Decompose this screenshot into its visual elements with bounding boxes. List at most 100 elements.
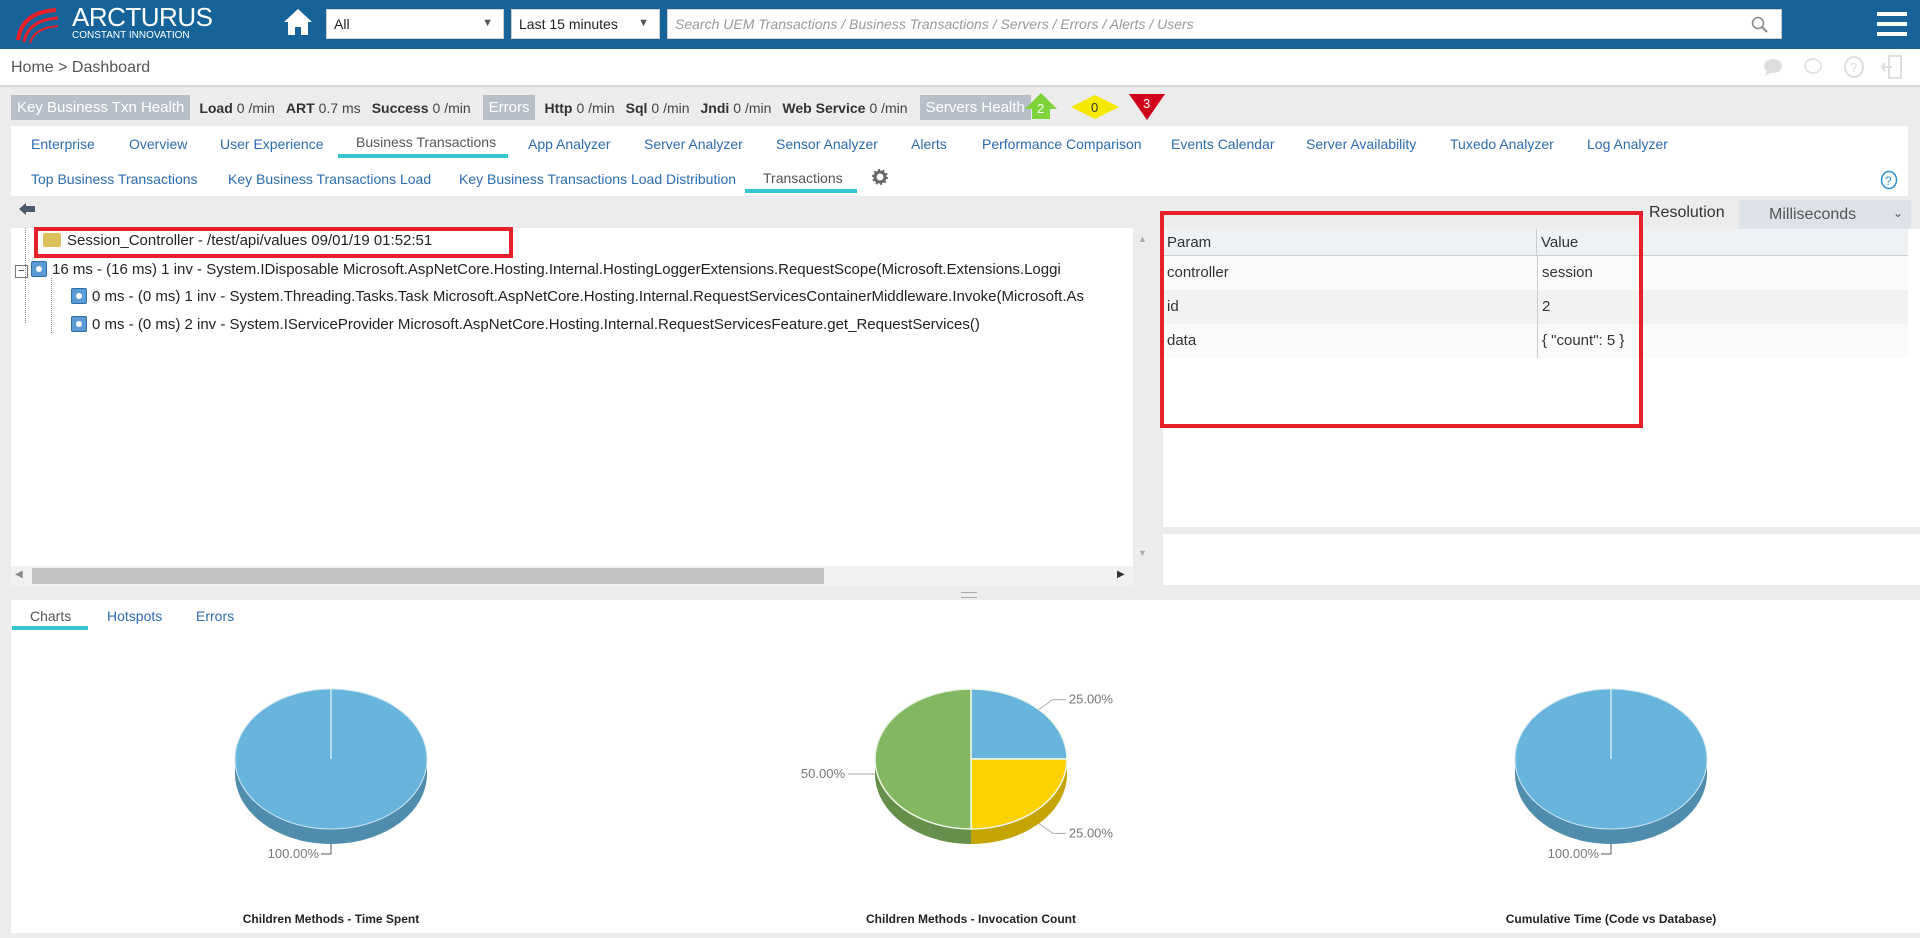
tree-node-label: 16 ms - (16 ms) 1 inv - System.IDisposab… — [52, 261, 1061, 278]
servers-up-count: 2 — [1037, 101, 1044, 116]
table-row[interactable]: controller session — [1163, 256, 1908, 290]
jndi-value: 0 /min — [733, 99, 772, 116]
horizontal-scrollbar[interactable]: ◀ ▶ — [11, 566, 1133, 586]
chart-title: Children Methods - Time Spent — [242, 912, 420, 926]
scope-select-value: All — [334, 16, 350, 32]
servers-up-badge[interactable]: 2 — [1024, 92, 1058, 120]
tab-alerts[interactable]: Alerts — [911, 136, 947, 152]
slice-label: 25.00% — [1069, 692, 1114, 707]
label-leader — [321, 844, 332, 855]
subtab-key-bt-load[interactable]: Key Business Transactions Load — [228, 171, 432, 187]
scope-select[interactable]: All ▼ — [326, 9, 504, 39]
help-icon[interactable]: ? — [1880, 170, 1898, 190]
subtab-key-bt-load-distribution[interactable]: Key Business Transactions Load Distribut… — [459, 171, 737, 187]
errors-label[interactable]: Errors — [482, 95, 536, 120]
tab-user-experience[interactable]: User Experience — [220, 136, 324, 152]
load-value: 0 /min — [236, 99, 275, 116]
jndi-label: Jndi — [700, 99, 730, 116]
art-value: 0.7 ms — [318, 99, 361, 116]
scroll-down-icon[interactable]: ▼ — [1138, 548, 1147, 558]
logo-tagline: CONSTANT INNOVATION — [72, 30, 190, 41]
tab-overview[interactable]: Overview — [129, 136, 188, 152]
transaction-tree: Session_Controller - /test/api/values 09… — [11, 228, 1133, 566]
param-value: 2 — [1537, 290, 1550, 324]
subtab-top-business-transactions[interactable]: Top Business Transactions — [31, 171, 198, 187]
scrollbar-thumb[interactable] — [32, 568, 824, 584]
tab-server-analyzer[interactable]: Server Analyzer — [644, 136, 743, 152]
search-input[interactable]: Search UEM Transactions / Business Trans… — [667, 9, 1782, 39]
table-row[interactable]: id 2 — [1163, 290, 1908, 324]
settings-gear-icon[interactable] — [872, 169, 888, 185]
time-range-select[interactable]: Last 15 minutes ▼ — [511, 9, 660, 39]
tab-log-analyzer[interactable]: Log Analyzer — [1587, 136, 1668, 152]
tab-errors[interactable]: Errors — [196, 608, 235, 624]
scroll-left-icon[interactable]: ◀ — [15, 569, 23, 580]
top-header: ARCTURUS CONSTANT INNOVATION All ▼ Last 1… — [0, 0, 1920, 49]
search-icon[interactable] — [1751, 16, 1769, 34]
tab-sensor-analyzer[interactable]: Sensor Analyzer — [776, 136, 878, 152]
hamburger-menu-icon[interactable] — [1877, 12, 1907, 36]
scroll-right-icon[interactable]: ▶ — [1117, 569, 1125, 580]
scroll-up-icon[interactable]: ▲ — [1138, 234, 1147, 244]
slice-label: 100.00% — [268, 846, 320, 861]
search-placeholder: Search UEM Transactions / Business Trans… — [675, 16, 1194, 32]
tab-enterprise[interactable]: Enterprise — [31, 136, 95, 152]
folder-icon — [43, 233, 61, 247]
time-select-value: Last 15 minutes — [519, 16, 618, 32]
servers-health-label[interactable]: Servers Health — [919, 95, 1031, 120]
resolution-value: Milliseconds — [1769, 206, 1857, 223]
logout-icon[interactable] — [1880, 54, 1904, 80]
chart-title: Cumulative Time (Code vs Database) — [1505, 912, 1717, 926]
tree-node[interactable]: 0 ms - (0 ms) 1 inv - System.Threading.T… — [71, 288, 1084, 305]
label-leader — [1601, 844, 1612, 855]
sql-value: 0 /min — [651, 99, 690, 116]
method-icon — [31, 261, 47, 277]
slice-label: 50.00% — [801, 766, 846, 781]
splitter-handle-icon[interactable] — [961, 592, 977, 598]
pie-slice[interactable] — [970, 758, 1068, 830]
tree-root-node[interactable]: Session_Controller - /test/api/values 09… — [43, 232, 432, 249]
active-tab-underline — [12, 626, 88, 630]
tab-tuxedo-analyzer[interactable]: Tuxedo Analyzer — [1450, 136, 1554, 152]
resolution-label: Resolution — [1649, 204, 1725, 221]
tab-app-analyzer[interactable]: App Analyzer — [528, 136, 611, 152]
tree-connector — [25, 228, 26, 323]
col-header-value: Value — [1537, 229, 1908, 256]
breadcrumb[interactable]: Home > Dashboard — [11, 59, 151, 76]
chat-icon[interactable] — [1762, 57, 1784, 77]
http-label: Http — [544, 99, 573, 116]
method-icon — [71, 288, 87, 304]
svg-text:?: ? — [1850, 60, 1857, 75]
logo-name: ARCTURUS — [72, 2, 213, 32]
tab-events-calendar[interactable]: Events Calendar — [1171, 136, 1275, 152]
tab-charts[interactable]: Charts — [30, 608, 72, 624]
tab-server-availability[interactable]: Server Availability — [1306, 136, 1417, 152]
tab-performance-comparison[interactable]: Performance Comparison — [982, 136, 1142, 152]
chevron-down-icon: ▼ — [638, 17, 649, 29]
tab-hotspots[interactable]: Hotspots — [107, 608, 163, 624]
table-row[interactable]: data { "count": 5 } — [1163, 324, 1908, 358]
tree-connector — [51, 278, 52, 333]
back-arrow-icon[interactable] — [18, 202, 36, 216]
tree-node[interactable]: 0 ms - (0 ms) 2 inv - System.IServicePro… — [71, 316, 980, 333]
param-value: { "count": 5 } — [1537, 324, 1624, 358]
tab-business-transactions[interactable]: Business Transactions — [356, 134, 497, 150]
svg-text:?: ? — [1885, 174, 1892, 188]
vertical-scrollbar[interactable]: ▲ ▼ — [1133, 228, 1153, 585]
resolution-select[interactable]: Milliseconds ⌄ — [1739, 200, 1911, 229]
params-table: Param Value controller session id 2 data { … — [1163, 229, 1920, 527]
collapse-icon[interactable]: − — [15, 265, 28, 278]
web-service-value: 0 /min — [869, 99, 908, 116]
pie-slice[interactable] — [874, 688, 972, 830]
servers-down-badge[interactable]: 3 — [1128, 93, 1166, 121]
help-icon[interactable]: ? — [1843, 55, 1865, 79]
servers-down-count: 3 — [1143, 96, 1150, 111]
art-label: ART — [285, 99, 315, 116]
tree-node[interactable]: − 16 ms - (16 ms) 1 inv - System.IDisposa… — [15, 261, 1061, 278]
pie-slice[interactable] — [970, 688, 1068, 760]
key-txn-health-label[interactable]: Key Business Txn Health — [11, 95, 191, 120]
subtab-transactions[interactable]: Transactions — [763, 170, 843, 186]
home-icon[interactable] — [282, 7, 314, 37]
servers-warning-badge[interactable]: 0 — [1070, 94, 1120, 120]
comment-icon[interactable] — [1802, 57, 1824, 77]
